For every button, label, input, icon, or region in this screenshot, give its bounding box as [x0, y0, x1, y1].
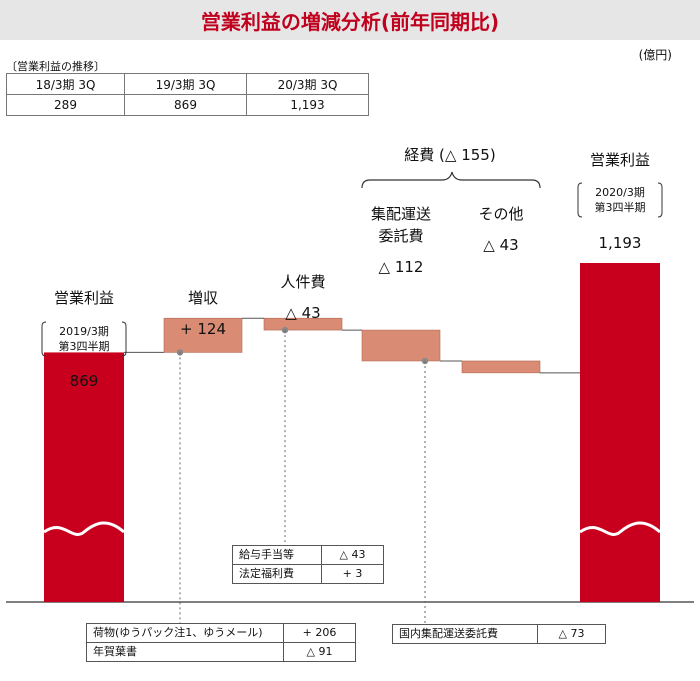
- trend-value: 1,193: [246, 94, 369, 116]
- detail-value: △ 43: [339, 548, 366, 561]
- period-label: 第3四半期: [595, 200, 646, 214]
- detail-value: + 3: [342, 567, 363, 580]
- detail-row: 国内集配運送委託費 △ 73: [393, 625, 605, 643]
- delta-label: 委託費: [378, 227, 423, 245]
- delta-label: 集配運送: [371, 205, 431, 223]
- expense-group-label: 経費 (△ 155): [404, 146, 495, 164]
- personnel-detail-box: 給与手当等 △ 43 法定福利費 + 3: [232, 545, 384, 584]
- period-label: 2019/3期: [59, 325, 109, 338]
- detail-value: △ 73: [558, 627, 585, 640]
- delta-bar: [163, 317, 243, 353]
- delta-value: △ 112: [379, 258, 424, 276]
- end-total-value: 1,193: [599, 234, 642, 252]
- expense-group-brace: [361, 171, 541, 189]
- title-band: [0, 0, 700, 40]
- leader-dot: [421, 357, 429, 365]
- trend-table-value-row: 289 869 1,193: [6, 94, 369, 116]
- delta-value: △ 43: [483, 236, 518, 254]
- trend-table-caption: 〔営業利益の推移〕: [6, 60, 105, 73]
- total-bar: [580, 263, 660, 602]
- start-total-value: 869: [70, 372, 99, 390]
- unit-label: (億円): [638, 48, 672, 62]
- period-bracket-left: [577, 182, 583, 218]
- start-total-label: 営業利益: [54, 289, 114, 307]
- detail-item: 給与手当等: [233, 546, 322, 564]
- trend-table-header-row: 18/3期 3Q 19/3期 3Q 20/3期 3Q: [6, 73, 369, 95]
- end-total-label: 営業利益: [590, 151, 650, 169]
- axis-break-wave: [43, 521, 125, 536]
- detail-row: 法定福利費 + 3: [233, 564, 383, 583]
- delta-label: その他: [478, 205, 523, 223]
- delta-bar: [361, 329, 441, 362]
- detail-item: 国内集配運送委託費: [393, 625, 538, 643]
- period-label: 2020/3期: [595, 186, 645, 199]
- detail-item: 年賀葉書: [87, 643, 284, 661]
- delta-label: 人件費: [280, 273, 325, 291]
- delta-value: △ 43: [285, 304, 320, 322]
- detail-value: △ 91: [306, 645, 333, 658]
- total-bar: [44, 352, 124, 602]
- delta-label: 増収: [188, 289, 218, 307]
- delta-bar: [263, 317, 343, 331]
- page-title: 営業利益の増減分析(前年同期比): [200, 10, 500, 34]
- period-bracket-right: [657, 182, 663, 218]
- trend-table: 18/3期 3Q 19/3期 3Q 20/3期 3Q 289 869 1,193: [6, 73, 369, 116]
- period-bracket-right: [121, 321, 127, 357]
- period-bracket-left: [41, 321, 47, 357]
- detail-item: 法定福利費: [233, 565, 322, 583]
- delta-value: + 124: [180, 320, 226, 338]
- detail-item: 荷物(ゆうパック注1、ゆうメール): [87, 624, 284, 642]
- detail-value: + 206: [302, 626, 337, 639]
- trend-value: 869: [124, 94, 247, 116]
- period-label: 第3四半期: [59, 339, 110, 353]
- detail-row: 荷物(ゆうパック注1、ゆうメール) + 206: [87, 624, 355, 642]
- delivery-detail-box: 国内集配運送委託費 △ 73: [392, 624, 606, 644]
- trend-value: 289: [6, 94, 125, 116]
- trend-col-header: 20/3期 3Q: [246, 73, 369, 95]
- detail-row: 年賀葉書 △ 91: [87, 642, 355, 661]
- delta-bar: [461, 360, 541, 374]
- revenue-detail-box: 荷物(ゆうパック注1、ゆうメール) + 206 年賀葉書 △ 91: [86, 623, 356, 662]
- axis-break-wave: [579, 521, 661, 536]
- detail-row: 給与手当等 △ 43: [233, 546, 383, 564]
